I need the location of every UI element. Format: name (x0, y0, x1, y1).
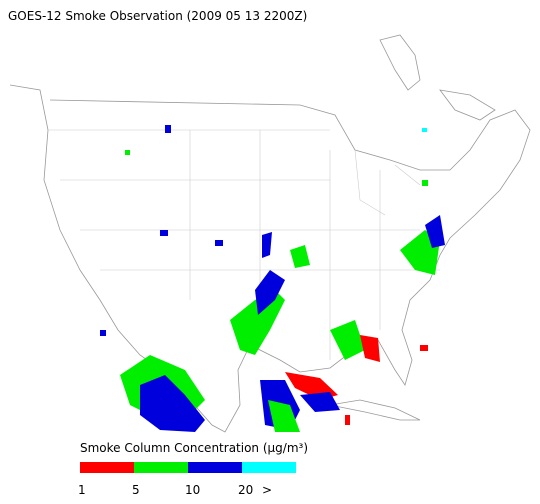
map-title: GOES-12 Smoke Observation (2009 05 13 22… (8, 9, 307, 23)
smoke-area (345, 415, 350, 425)
legend-tick-label: 5 (132, 483, 140, 497)
smoke-plumes (100, 125, 445, 432)
smoke-area (425, 215, 445, 248)
smoke-area (422, 180, 428, 186)
smoke-area (420, 345, 428, 351)
legend-swatch (134, 462, 188, 473)
smoke-area (140, 375, 205, 432)
smoke-area (230, 290, 285, 355)
smoke-area (330, 320, 365, 360)
smoke-area (422, 128, 427, 132)
legend-swatch (242, 462, 296, 473)
smoke-area (125, 150, 130, 155)
smoke-area (300, 392, 340, 412)
smoke-area (268, 400, 300, 432)
legend-tick-label: 1 (78, 483, 86, 497)
smoke-area (160, 230, 168, 236)
smoke-area (255, 270, 285, 315)
colorbar: 1 5 10 20 > (78, 462, 296, 497)
smoke-area (262, 232, 272, 258)
smoke-area (165, 125, 171, 133)
smoke-area (100, 330, 106, 336)
legend-title: Smoke Column Concentration (μg/m³) (80, 441, 308, 455)
legend-tick-label: 10 (185, 483, 200, 497)
smoke-area (290, 245, 310, 268)
smoke-area (215, 240, 223, 246)
legend-swatch (188, 462, 242, 473)
legend-tick-label: 20 (238, 483, 253, 497)
legend-swatch (80, 462, 134, 473)
smoke-area (360, 335, 380, 362)
legend-tick-label: > (262, 483, 272, 497)
